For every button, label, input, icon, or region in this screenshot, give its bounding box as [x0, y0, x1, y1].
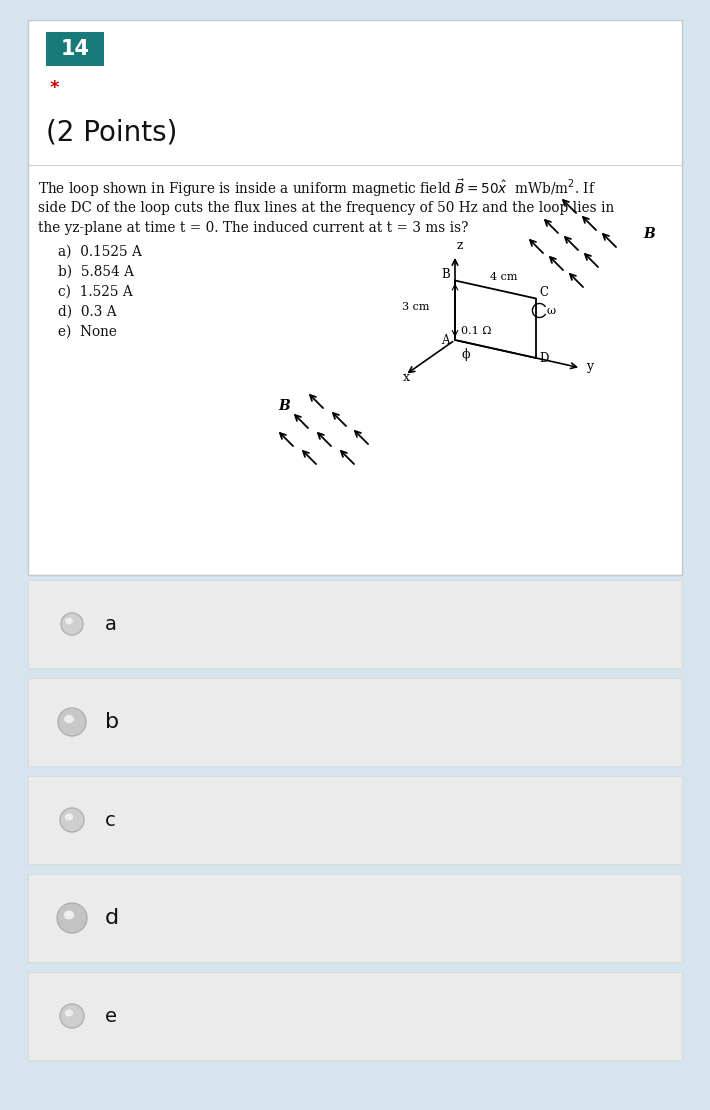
Text: 4 cm: 4 cm: [491, 272, 518, 282]
FancyBboxPatch shape: [46, 32, 104, 65]
Ellipse shape: [64, 910, 75, 919]
FancyBboxPatch shape: [28, 678, 682, 766]
Text: d: d: [105, 908, 119, 928]
Ellipse shape: [60, 808, 84, 832]
FancyBboxPatch shape: [28, 581, 682, 668]
Text: x: x: [403, 371, 410, 384]
FancyBboxPatch shape: [28, 20, 682, 575]
Text: C: C: [539, 286, 548, 300]
Text: B: B: [441, 269, 449, 282]
Text: b)  5.854 A: b) 5.854 A: [58, 265, 134, 279]
Text: *: *: [50, 79, 60, 97]
Text: side DC of the loop cuts the flux lines at the frequency of 50 Hz and the loop l: side DC of the loop cuts the flux lines …: [38, 201, 614, 215]
Text: e)  None: e) None: [58, 325, 117, 339]
Text: b: b: [105, 712, 119, 731]
Ellipse shape: [65, 617, 73, 624]
Ellipse shape: [61, 613, 83, 635]
Text: c)  1.525 A: c) 1.525 A: [58, 285, 133, 299]
Text: B: B: [278, 398, 290, 413]
FancyBboxPatch shape: [28, 776, 682, 864]
Text: the yz-plane at time t = 0. The induced current at t = 3 ms is?: the yz-plane at time t = 0. The induced …: [38, 221, 469, 235]
Text: A: A: [441, 334, 449, 347]
Text: z: z: [457, 239, 464, 252]
Text: a: a: [105, 615, 117, 634]
Text: B: B: [643, 228, 655, 241]
Ellipse shape: [58, 708, 86, 736]
Ellipse shape: [60, 1005, 84, 1028]
Ellipse shape: [65, 814, 73, 820]
Ellipse shape: [57, 904, 87, 934]
Text: y: y: [586, 360, 593, 373]
Text: d)  0.3 A: d) 0.3 A: [58, 305, 116, 319]
Ellipse shape: [65, 1009, 73, 1017]
Text: ω: ω: [547, 306, 555, 316]
Text: c: c: [105, 810, 116, 829]
FancyBboxPatch shape: [28, 972, 682, 1060]
Text: a)  0.1525 A: a) 0.1525 A: [58, 245, 142, 259]
Text: 0.1 Ω: 0.1 Ω: [461, 326, 491, 336]
Text: The loop shown in Figure is inside a uniform magnetic field $\vec{B} = 50\hat{x}: The loop shown in Figure is inside a uni…: [38, 178, 596, 199]
Text: 14: 14: [60, 39, 89, 59]
FancyBboxPatch shape: [28, 874, 682, 962]
Text: (2 Points): (2 Points): [46, 118, 178, 147]
Text: 3 cm: 3 cm: [401, 302, 429, 312]
Text: e: e: [105, 1007, 117, 1026]
Text: ϕ: ϕ: [461, 349, 469, 361]
Ellipse shape: [64, 715, 74, 724]
Text: D: D: [539, 352, 548, 365]
